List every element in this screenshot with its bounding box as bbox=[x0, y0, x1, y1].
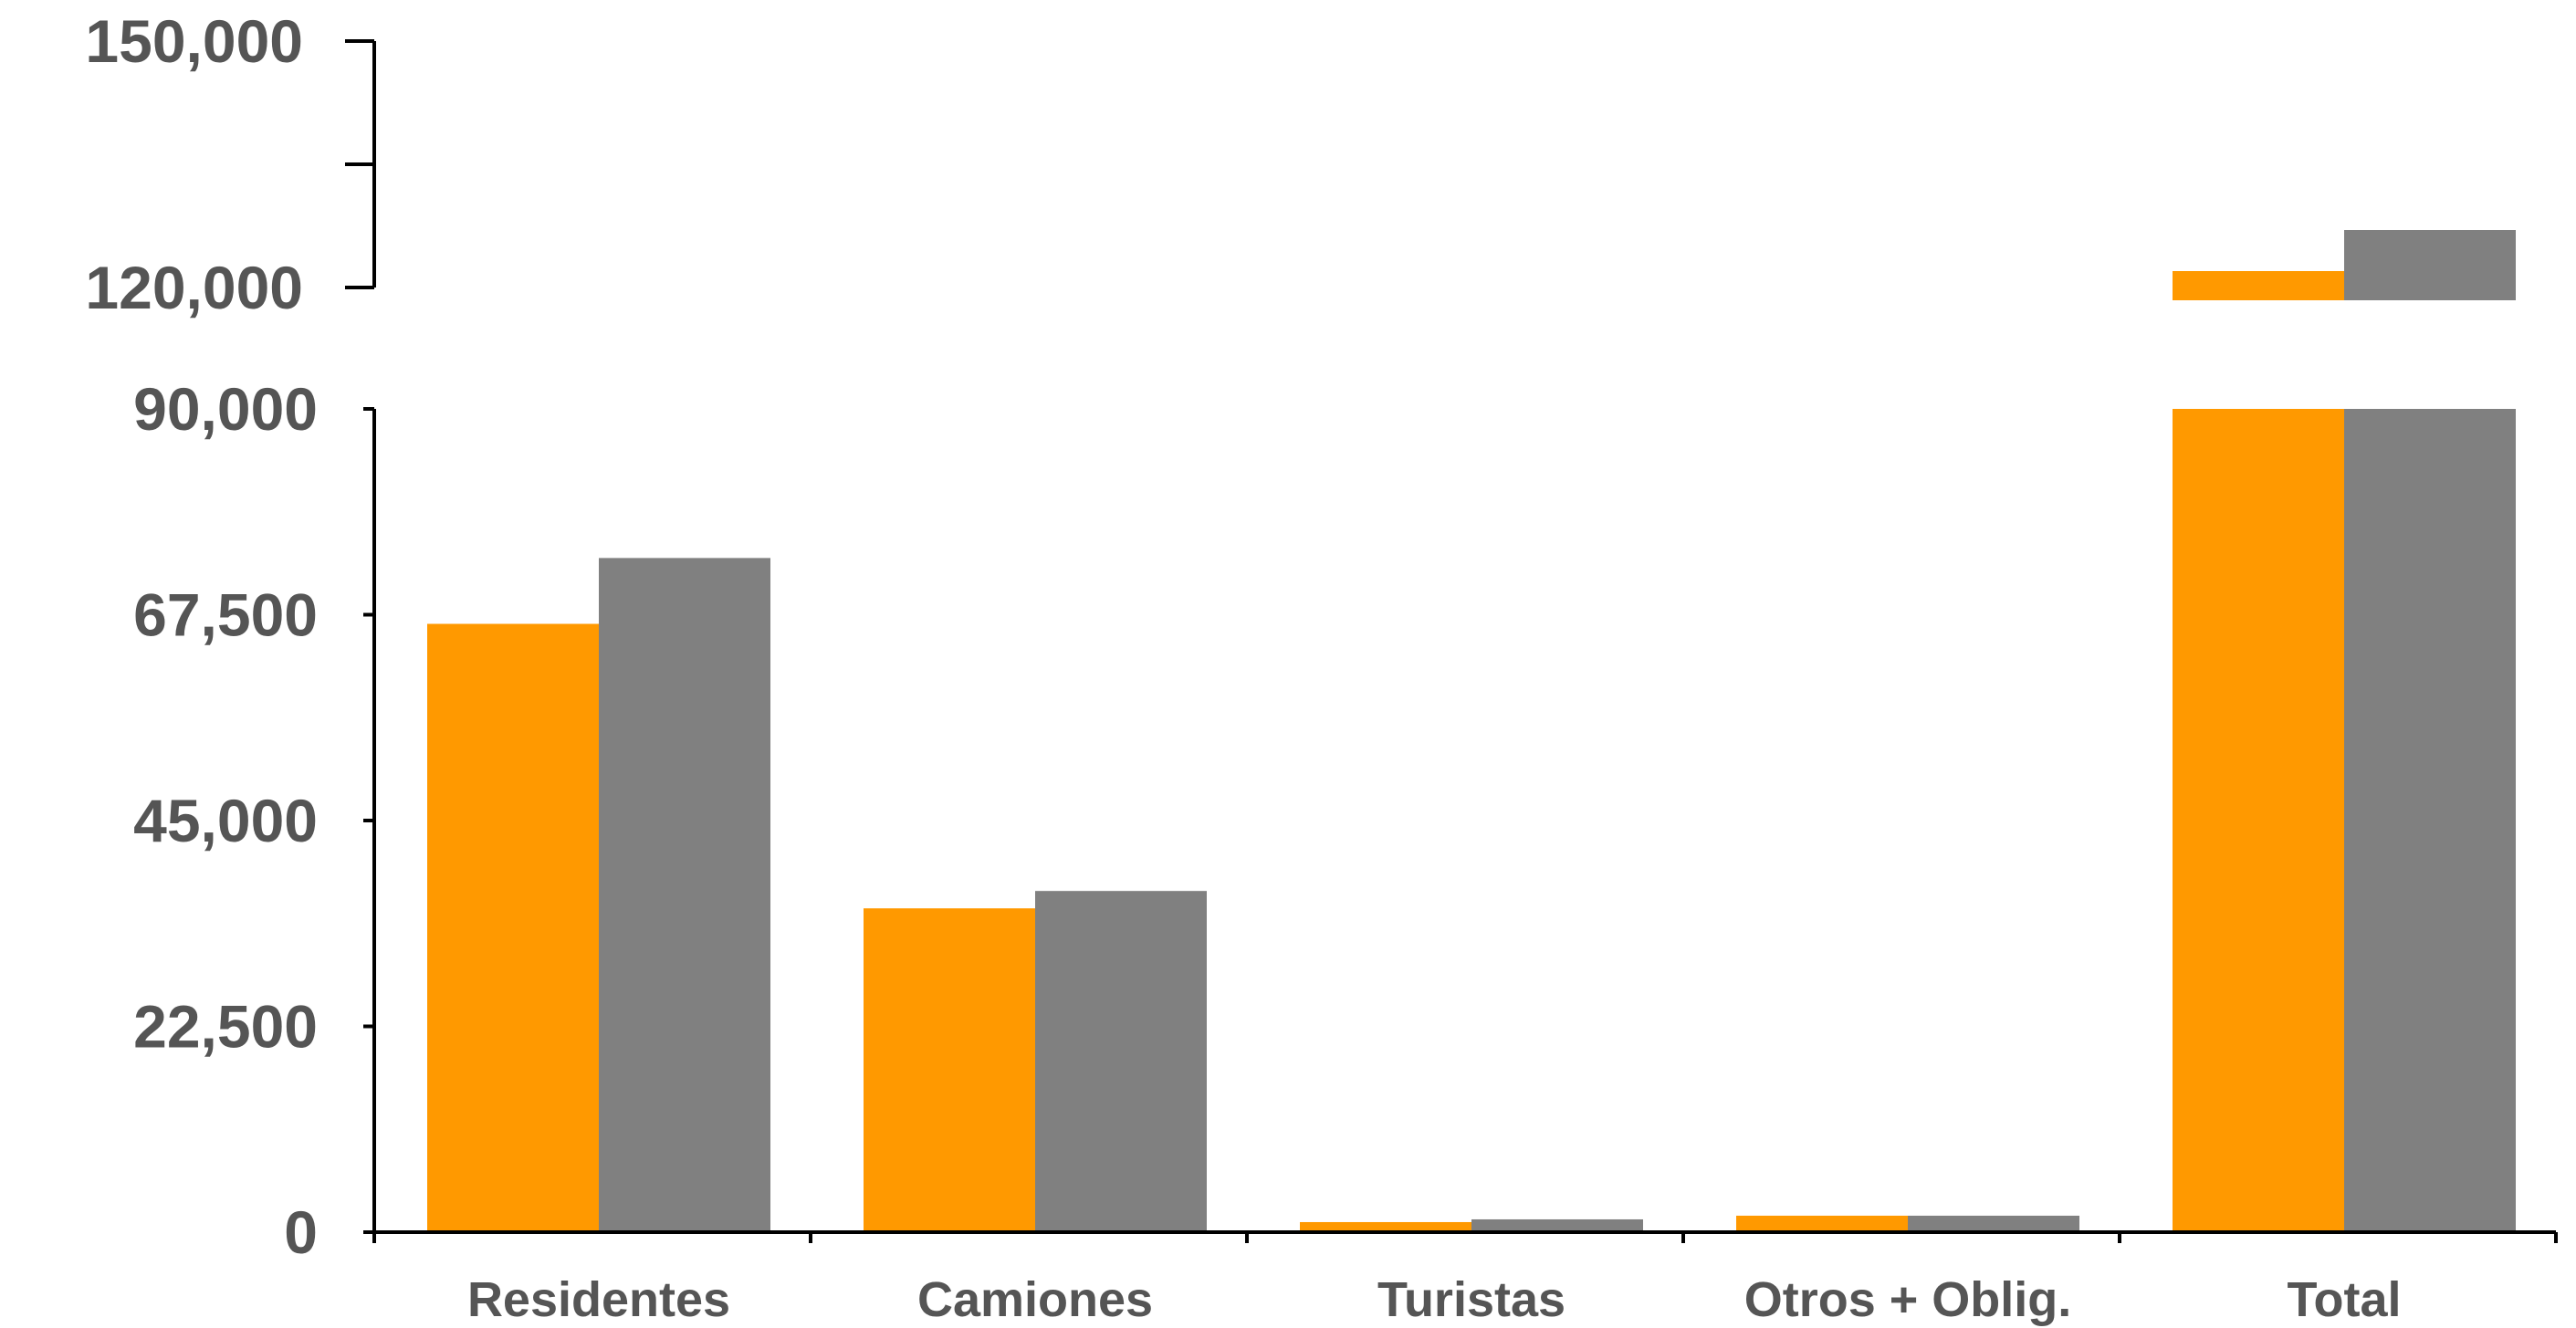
bar-1-0 bbox=[427, 623, 599, 1232]
y-tick-label-lower-0: 0 bbox=[284, 1198, 318, 1266]
x-tick-label-3: Otros + Oblig. bbox=[1744, 1272, 2072, 1327]
bar-2-0 bbox=[599, 558, 770, 1232]
bar-2-4-upper bbox=[2344, 230, 2516, 300]
bar-1-3 bbox=[1736, 1215, 1908, 1232]
y-tick-label-upper-0: 120,000 bbox=[85, 254, 303, 321]
bar-2-2 bbox=[1471, 1218, 1643, 1232]
x-tick-label-2: Turistas bbox=[1377, 1272, 1565, 1327]
bar-1-2 bbox=[1300, 1221, 1471, 1232]
x-tick-label-4: Total bbox=[2288, 1272, 2402, 1327]
bar-1-4-lower bbox=[2173, 409, 2344, 1232]
y-tick-label-upper-2: 150,000 bbox=[85, 7, 303, 75]
x-tick-label-0: Residentes bbox=[467, 1272, 730, 1327]
bar-2-3 bbox=[1908, 1215, 2079, 1232]
x-tick-label-1: Camiones bbox=[917, 1272, 1153, 1327]
y-tick-label-lower-3: 67,500 bbox=[133, 581, 318, 649]
y-tick-label-lower-2: 45,000 bbox=[133, 787, 318, 854]
bar-2-4-lower bbox=[2344, 409, 2516, 1232]
bar-1-4-upper bbox=[2173, 271, 2344, 300]
bar-2-1 bbox=[1035, 891, 1207, 1232]
bar-1-1 bbox=[864, 908, 1035, 1232]
y-tick-label-lower-4: 90,000 bbox=[133, 375, 318, 443]
y-tick-label-lower-1: 22,500 bbox=[133, 993, 318, 1061]
